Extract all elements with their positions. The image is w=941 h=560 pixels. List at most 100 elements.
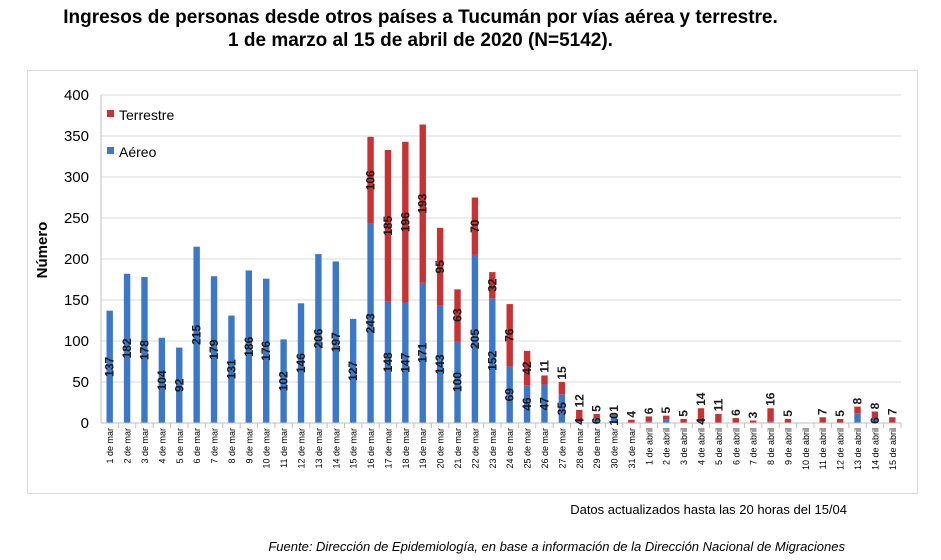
x-tick-label: 24 de mar <box>505 428 515 469</box>
data-label-terrestre: 7 <box>816 408 830 415</box>
bar-aereo <box>158 337 166 423</box>
x-tick-label: 13 de mar <box>314 428 324 469</box>
bar-terrestre <box>436 227 444 306</box>
bar-aereo <box>141 277 148 423</box>
x-tick-label: 12 de mar <box>297 428 307 469</box>
x-tick-label: 21 de mar <box>453 428 463 469</box>
data-update-note: Datos actualizados hasta las 20 horas de… <box>570 502 847 517</box>
x-tick-label: 10 de abril <box>801 428 811 470</box>
y-tick-label: 400 <box>64 87 89 104</box>
x-tick-label: 11 de abril <box>818 428 828 469</box>
data-label-aereo: 137 <box>103 356 117 376</box>
bar-terrestre <box>471 197 479 255</box>
data-label-aereo: 148 <box>381 352 395 372</box>
x-tick-label: 4 de abril <box>697 428 707 465</box>
bar-terrestre <box>506 304 513 367</box>
bar-terrestre <box>697 408 705 420</box>
bar-aereo <box>228 315 235 423</box>
bar-terrestre <box>767 408 774 422</box>
bar-terrestre <box>593 413 600 419</box>
bar-terrestre <box>367 136 374 224</box>
data-label-aereo: 178 <box>137 340 151 360</box>
data-label-terrestre: 5 <box>677 410 691 417</box>
data-label-terrestre: 1 <box>607 405 621 412</box>
x-tick-label: 3 de abril <box>679 428 689 465</box>
data-label-terrestre: 8 <box>868 402 882 409</box>
x-tick-label: 9 de abril <box>783 428 793 465</box>
chart-title-line-2: 1 de marzo al 15 de abril de 2020 (N=514… <box>228 30 613 51</box>
data-label-aereo: 205 <box>468 329 482 349</box>
bar-terrestre <box>454 289 461 341</box>
bar-terrestre <box>715 413 722 423</box>
data-label-terrestre: 3 <box>746 411 760 418</box>
bar-terrestre <box>558 382 566 395</box>
x-tick-label: 2 de mar <box>123 428 133 464</box>
x-tick-label: 7 de mar <box>210 428 220 464</box>
data-label-aereo: 143 <box>433 354 447 374</box>
x-tick-label: 14 de mar <box>331 428 341 469</box>
bar-terrestre <box>784 418 792 423</box>
bar-aereo <box>645 421 653 423</box>
bar-terrestre <box>610 413 618 415</box>
bar-terrestre <box>732 418 739 423</box>
bar-aereo <box>471 254 479 423</box>
bar-terrestre <box>889 417 896 423</box>
data-label-aereo: 104 <box>155 370 169 390</box>
bar-aereo <box>210 276 218 423</box>
data-label-terrestre: 7 <box>885 408 899 415</box>
legend: Terrestre Aéreo <box>107 107 174 160</box>
data-label-terrestre: 63 <box>451 308 465 322</box>
data-label-aereo: 10 <box>607 412 621 426</box>
y-tick-label: 50 <box>72 374 89 391</box>
bar-aereo <box>123 273 131 423</box>
legend-swatch-terrestre <box>107 110 114 117</box>
gridlines <box>101 94 901 383</box>
bar-terrestre <box>402 141 409 303</box>
data-label-aereo: 146 <box>294 353 308 373</box>
y-tick-label: 0 <box>81 415 89 432</box>
data-label-aereo: 215 <box>190 325 204 345</box>
chart-frame <box>27 70 918 494</box>
bar-aereo <box>541 384 548 423</box>
bar-aereo <box>106 310 113 423</box>
x-tick-label: 6 de mar <box>192 428 202 464</box>
bar-terrestre <box>419 124 426 283</box>
data-label-aereo: 243 <box>364 313 378 333</box>
bar-aereo <box>436 305 444 423</box>
y-tick-label: 300 <box>64 169 89 186</box>
legend-label-terrestre: Terrestre <box>119 107 174 123</box>
data-label-aereo: 186 <box>242 336 256 356</box>
bar-aereo <box>245 270 253 423</box>
bar-aereo <box>384 301 392 423</box>
bar-terrestre <box>523 350 531 386</box>
x-tick-label: 17 de mar <box>383 428 393 469</box>
x-tick-label: 8 de abril <box>766 428 776 465</box>
x-tick-label: 26 de mar <box>540 428 550 469</box>
data-label-terrestre: 32 <box>485 278 499 292</box>
bar-aereo <box>454 341 461 423</box>
x-tick-label: 4 de mar <box>157 428 167 464</box>
data-label-terrestre: 42 <box>520 361 534 375</box>
data-label-aereo: 152 <box>485 350 499 370</box>
x-tick-label: 1 de abril <box>644 428 654 465</box>
data-label-aereo: 179 <box>207 339 221 359</box>
x-tick-label: 12 de abril <box>836 428 846 470</box>
bar-aereo <box>558 394 566 423</box>
bar-aereo <box>506 366 513 423</box>
x-tick-label: 7 de abril <box>749 428 759 465</box>
data-label-terrestre: 5 <box>781 410 795 417</box>
data-label-terrestre: 11 <box>711 398 725 411</box>
x-tick-label: 30 de mar <box>610 428 620 469</box>
data-label-terrestre: 106 <box>364 170 378 190</box>
bar-aereo <box>332 261 339 423</box>
x-tick-label: 14 de abril <box>870 428 880 470</box>
x-tick-label: 27 de mar <box>557 428 567 469</box>
bar-aereo <box>871 418 879 423</box>
x-tick-label: 9 de mar <box>244 428 254 464</box>
bars <box>106 124 896 423</box>
source-note: Fuente: Dirección de Epidemiología, en b… <box>268 539 845 554</box>
data-label-aereo: 100 <box>451 372 465 392</box>
x-tick-label: 5 de abril <box>714 428 724 465</box>
data-label-terrestre: 4 <box>624 411 638 418</box>
